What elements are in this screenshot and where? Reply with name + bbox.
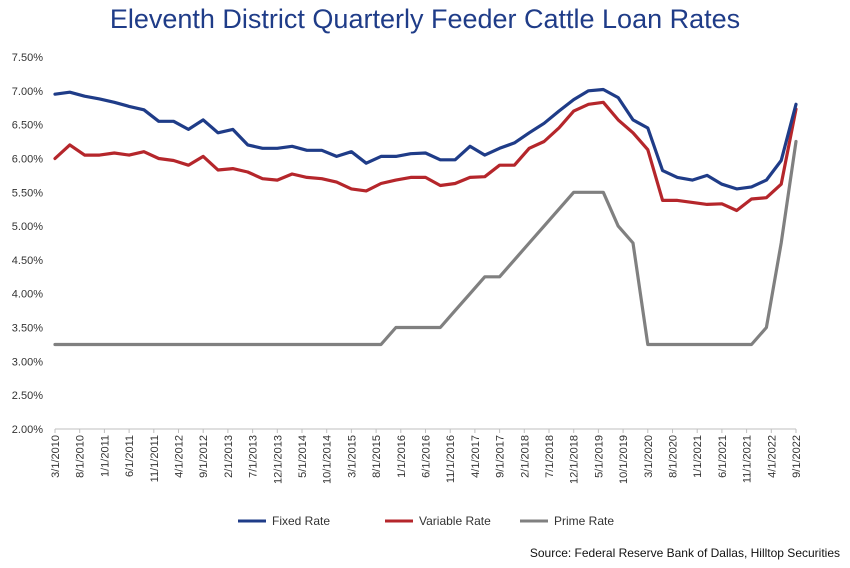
x-tick-label: 12/1/2018 [569, 435, 581, 484]
x-tick-label: 11/1/2016 [445, 435, 457, 483]
legend-label-prime-rate: Prime Rate [554, 514, 614, 528]
legend: Fixed Rate Variable Rate Prime Rate [238, 514, 614, 528]
series-lines [53, 87, 798, 347]
y-tick-label: 4.50% [12, 255, 43, 267]
x-tick-label: 1/1/2021 [692, 435, 704, 478]
x-tick-label: 4/1/2022 [766, 435, 778, 478]
x-tick-label: 11/1/2011 [149, 435, 161, 482]
x-tick-label: 6/1/2011 [124, 435, 136, 477]
legend-label-fixed-rate: Fixed Rate [272, 514, 330, 528]
x-tick-label: 1/1/2016 [396, 435, 408, 478]
y-tick-label: 3.50% [12, 323, 43, 335]
chart-title: Eleventh District Quarterly Feeder Cattl… [109, 4, 741, 34]
x-tick-label: 9/1/2022 [791, 435, 803, 478]
y-tick-label: 5.00% [12, 221, 43, 233]
x-tick-label: 7/1/2018 [544, 435, 556, 478]
x-tick-label: 6/1/2016 [421, 435, 433, 478]
y-tick-label: 4.00% [12, 289, 43, 301]
x-tick-label: 10/1/2019 [618, 435, 630, 484]
x-tick-label: 8/1/2015 [371, 435, 383, 478]
legend-label-variable-rate: Variable Rate [419, 514, 491, 528]
x-tick-label: 10/1/2014 [322, 435, 334, 484]
y-tick-label: 5.50% [12, 187, 43, 199]
y-tick-label: 7.50% [12, 52, 43, 64]
series-line-prime-rate [53, 139, 798, 347]
y-tick-label: 6.00% [12, 153, 43, 165]
x-tick-label: 8/1/2020 [668, 435, 680, 478]
x-tick-label: 4/1/2012 [174, 435, 186, 478]
series-line-fixed-rate [53, 87, 798, 191]
x-tick-label: 7/1/2013 [248, 435, 260, 478]
x-tick-label: 9/1/2012 [198, 435, 210, 478]
x-tick-label: 9/1/2017 [495, 435, 507, 478]
y-tick-label: 7.00% [12, 86, 43, 98]
x-tick-label: 2/1/2013 [223, 435, 235, 478]
x-tick-label: 3/1/2020 [643, 435, 655, 478]
x-tick-label: 5/1/2014 [297, 435, 309, 478]
x-tick-label: 5/1/2019 [593, 435, 605, 478]
x-tick-label: 3/1/2010 [50, 435, 62, 478]
x-tick-label: 12/1/2013 [272, 435, 284, 484]
x-tick-label: 11/1/2021 [742, 435, 754, 483]
x-tick-label: 1/1/2011 [99, 435, 111, 477]
source-note: Source: Federal Reserve Bank of Dallas, … [529, 546, 840, 560]
y-tick-label: 2.00% [12, 424, 43, 436]
x-tick-label: 2/1/2018 [519, 435, 531, 478]
x-axis: 3/1/2010 8/1/2010 1/1/2011 6/1/2011 11/1/201… [50, 428, 803, 484]
x-tick-label: 3/1/2015 [346, 435, 358, 478]
y-tick-label: 3.00% [12, 356, 43, 368]
x-tick-label: 8/1/2010 [75, 435, 87, 478]
y-tick-label: 6.50% [12, 120, 43, 132]
x-tick-label: 6/1/2021 [717, 435, 729, 478]
y-tick-label: 2.50% [12, 390, 43, 402]
series-line-variable-rate [53, 100, 798, 213]
y-axis: 2.00% 2.50% 3.00% 3.50% 4.00% 4.50% 5.00% 5.50%… [12, 52, 43, 436]
x-tick-label: 4/1/2017 [470, 435, 482, 478]
